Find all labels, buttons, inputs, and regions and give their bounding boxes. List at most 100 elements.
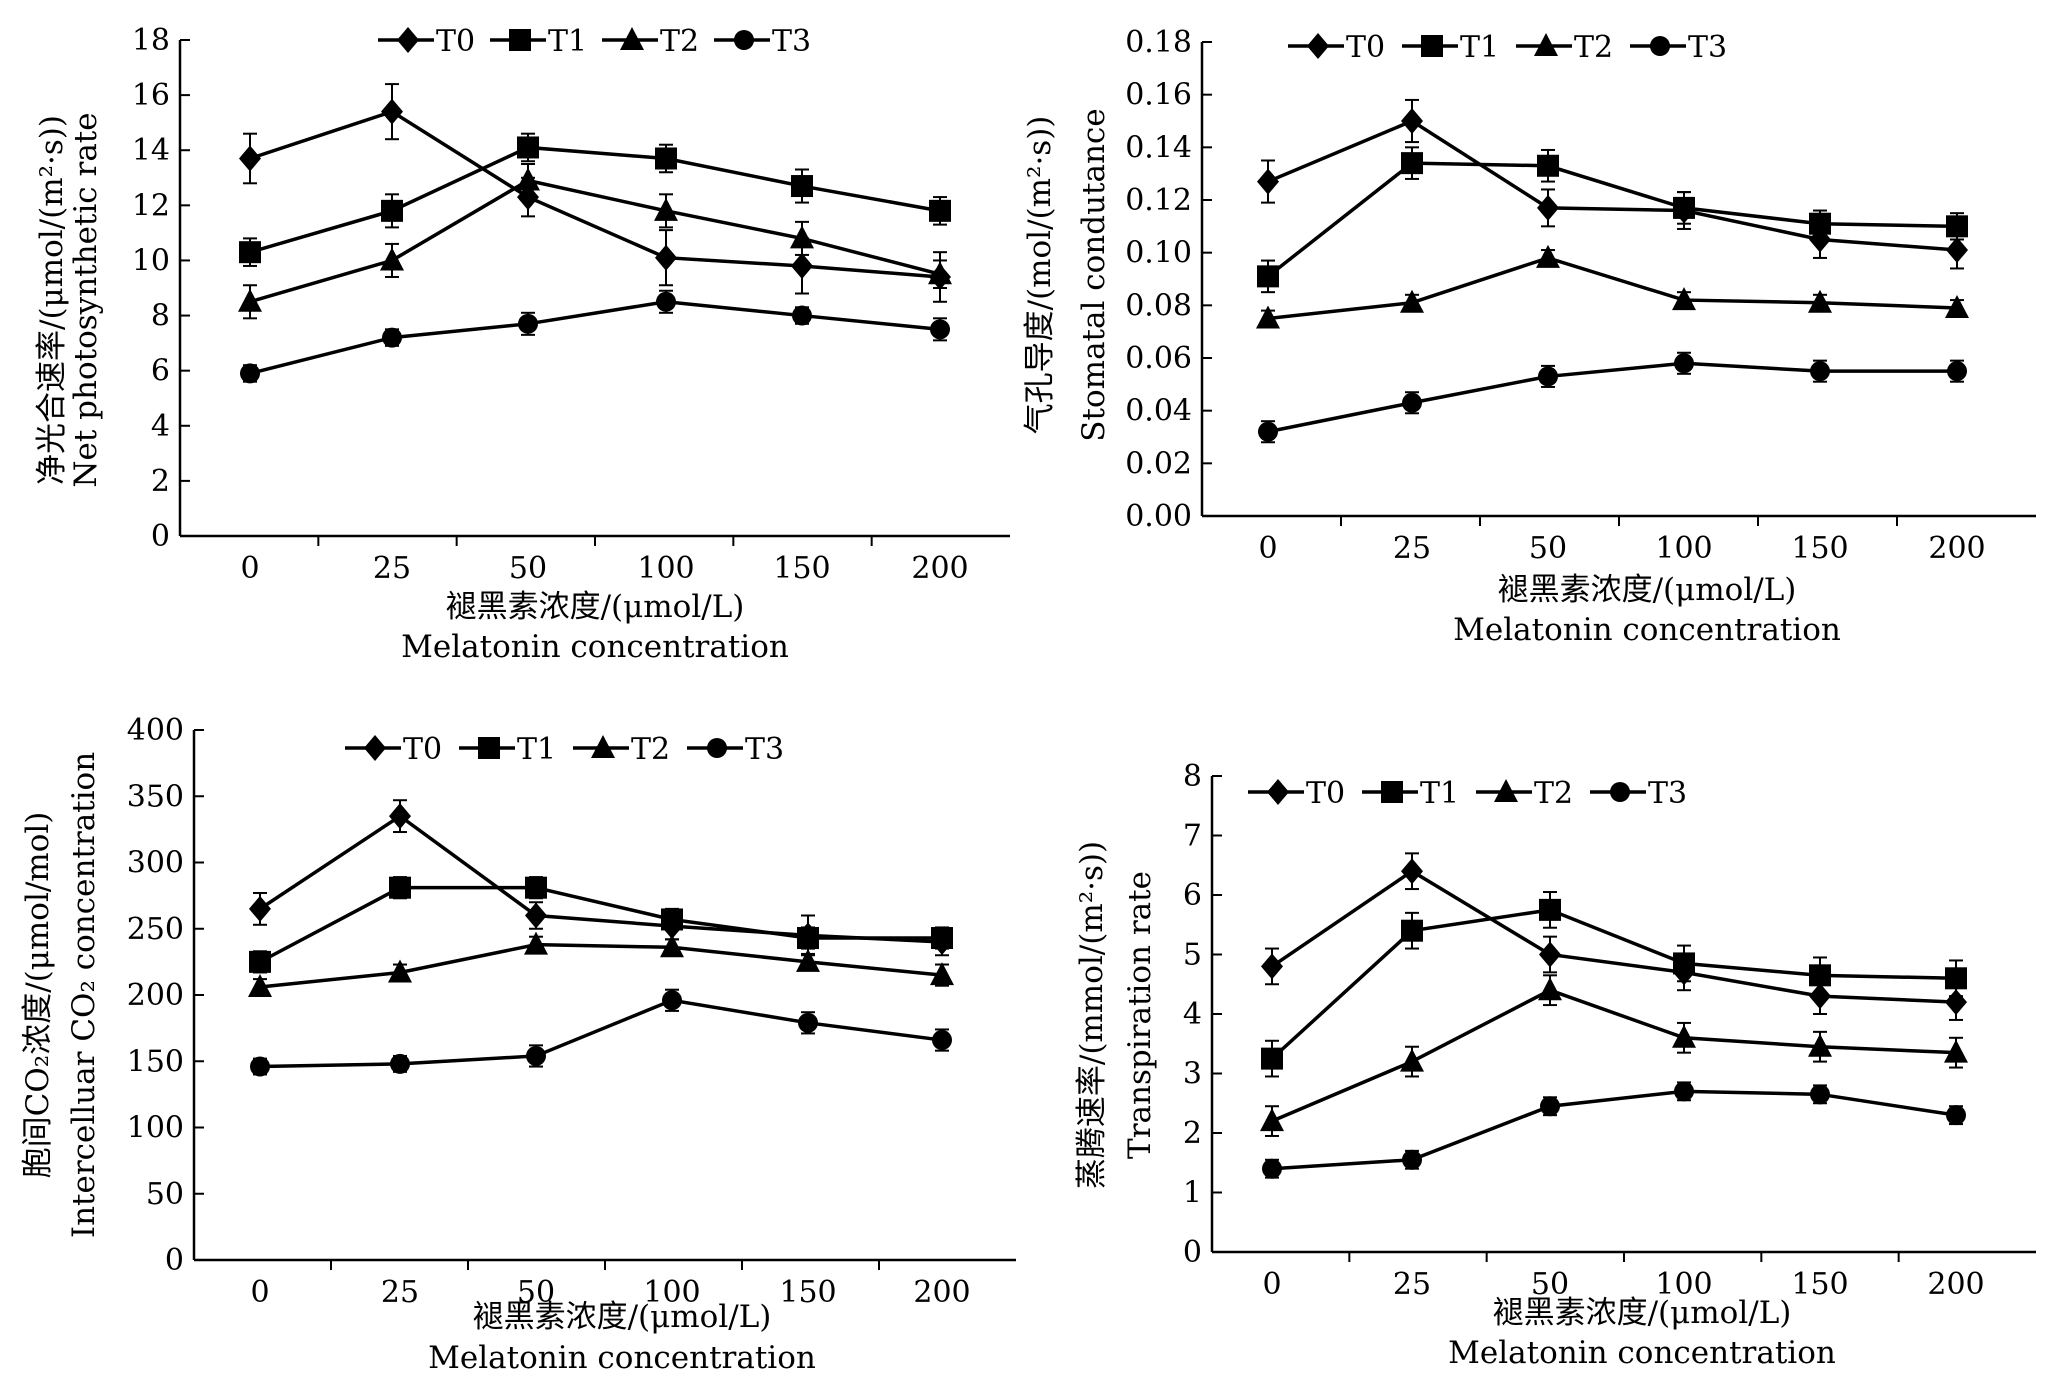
legend-label-T0: T0 xyxy=(403,732,442,767)
y-tick-label: 1 xyxy=(1183,1176,1202,1211)
x-tick-label: 100 xyxy=(643,1275,700,1310)
legend-label-T2: T2 xyxy=(660,24,699,59)
x-tick-label: 200 xyxy=(911,551,968,586)
y-tick-label: 200 xyxy=(127,978,184,1013)
y-tick-label: 5 xyxy=(1183,938,1202,973)
y-axis-title-cn: 胞间CO₂浓度/(μmol/mol) xyxy=(20,812,56,1179)
x-axis-title-en: Melatonin concentration xyxy=(428,1340,816,1376)
x-axis-title-en: Melatonin concentration xyxy=(401,629,789,665)
series-line-T3 xyxy=(249,300,941,376)
legend-marker-T0 xyxy=(1307,33,1329,59)
y-tick-label: 14 xyxy=(132,133,170,168)
data-point-T0 xyxy=(791,252,813,279)
y-tick-label: 7 xyxy=(1183,819,1202,854)
x-axis-title-cn: 褪黑素浓度/(μmol/L) xyxy=(446,589,745,625)
x-tick-label: 100 xyxy=(1655,531,1712,566)
y-tick-label: 100 xyxy=(127,1111,184,1146)
y-axis-title-cn: 气孔导度/(mol/(m²·s)) xyxy=(1022,116,1058,435)
legend-marker-T1 xyxy=(1421,35,1443,57)
data-point-T1 xyxy=(797,927,819,950)
data-point-T3 xyxy=(526,1045,546,1066)
data-point-T2 xyxy=(790,225,814,249)
data-point-T1 xyxy=(931,927,953,950)
series-line-T2 xyxy=(259,942,943,989)
legend-label-T3: T3 xyxy=(1648,776,1687,811)
legend-marker-T0 xyxy=(397,27,419,53)
y-tick-label: 0.02 xyxy=(1125,446,1192,481)
series-T3 xyxy=(1262,1081,1966,1179)
data-point-T0 xyxy=(1401,108,1423,134)
data-point-T0 xyxy=(1257,168,1279,195)
data-point-T2 xyxy=(1536,244,1560,268)
x-tick-label: 25 xyxy=(1393,1267,1431,1302)
data-point-T1 xyxy=(249,950,271,973)
x-tick-label: 150 xyxy=(773,551,830,586)
series-line-T3 xyxy=(1267,361,1957,434)
x-tick-label: 25 xyxy=(373,551,411,586)
data-point-T3 xyxy=(382,327,402,348)
y-tick-label: 0.04 xyxy=(1125,394,1192,429)
x-tick-label: 200 xyxy=(913,1275,970,1310)
x-tick-label: 200 xyxy=(1928,531,1985,566)
legend-marker-T3 xyxy=(734,30,754,50)
y-tick-label: 350 xyxy=(127,779,184,814)
data-point-T3 xyxy=(1540,1096,1560,1117)
x-tick-label: 25 xyxy=(1393,531,1431,566)
series-line-T2 xyxy=(1271,988,1957,1123)
y-tick-label: 8 xyxy=(1183,759,1202,794)
data-point-T2 xyxy=(654,197,678,221)
y-axis-title-en: Intercelluar CO₂ concentration xyxy=(66,752,102,1238)
legend-label-T0: T0 xyxy=(1346,30,1385,65)
series-line-T0 xyxy=(1267,119,1958,252)
legend-marker-T1 xyxy=(509,29,531,51)
data-point-T0 xyxy=(1537,194,1559,221)
y-tick-label: 0.00 xyxy=(1125,499,1192,534)
legend-marker-T1 xyxy=(1381,781,1403,803)
y-tick-label: 6 xyxy=(1183,878,1202,913)
data-point-T0 xyxy=(381,98,403,125)
data-point-T0 xyxy=(1261,953,1283,980)
y-tick-label: 0.18 xyxy=(1125,25,1192,60)
data-point-T3 xyxy=(930,319,950,340)
chart-panel-3: 0 50 100 150 200 250 300 350 400 0 25 50 100 150 200 褪黑… xyxy=(20,713,1016,1376)
data-point-T3 xyxy=(1262,1158,1282,1179)
y-tick-label: 0.14 xyxy=(1125,130,1192,165)
data-point-T1 xyxy=(381,199,403,222)
legend-marker-T3 xyxy=(1610,782,1630,802)
y-tick-label: 400 xyxy=(127,713,184,748)
series-line-T2 xyxy=(249,178,941,304)
series-line-T3 xyxy=(259,998,943,1069)
legend-marker-T2 xyxy=(591,735,615,758)
legend-label-T0: T0 xyxy=(1306,776,1345,811)
y-axis-title-en: Net photosynthetic rate xyxy=(68,112,104,487)
data-point-T1 xyxy=(1401,919,1423,942)
y-axis-title-cn: 净光合速率/(μmol/(m²·s)) xyxy=(34,115,70,485)
legend-label-T1: T1 xyxy=(517,732,556,767)
y-tick-label: 0.16 xyxy=(1125,78,1192,113)
y-tick-label: 2 xyxy=(151,464,170,499)
x-tick-label: 50 xyxy=(517,1275,555,1310)
data-point-T3 xyxy=(1810,1084,1830,1105)
data-point-T0 xyxy=(1809,983,1831,1010)
x-tick-label: 100 xyxy=(1655,1267,1712,1302)
y-tick-label: 0 xyxy=(151,519,170,554)
y-tick-label: 0 xyxy=(165,1243,184,1278)
data-point-T2 xyxy=(1808,1033,1832,1057)
data-point-T3 xyxy=(240,363,260,384)
data-point-T1 xyxy=(929,199,951,222)
data-point-T3 xyxy=(1538,366,1558,387)
series-line-T0 xyxy=(1271,869,1957,1004)
series-T3 xyxy=(240,289,950,384)
series-line-T1 xyxy=(1270,908,1957,1060)
y-tick-label: 18 xyxy=(132,23,170,58)
data-point-T1 xyxy=(1539,898,1561,921)
data-point-T2 xyxy=(930,962,954,986)
data-point-T3 xyxy=(390,1053,410,1074)
legend-label-T3: T3 xyxy=(772,24,811,59)
series-T2 xyxy=(1256,244,1969,329)
y-tick-label: 6 xyxy=(151,354,170,389)
x-tick-label: 50 xyxy=(509,551,547,586)
legend-marker-T2 xyxy=(620,27,644,50)
data-point-T2 xyxy=(238,288,262,312)
